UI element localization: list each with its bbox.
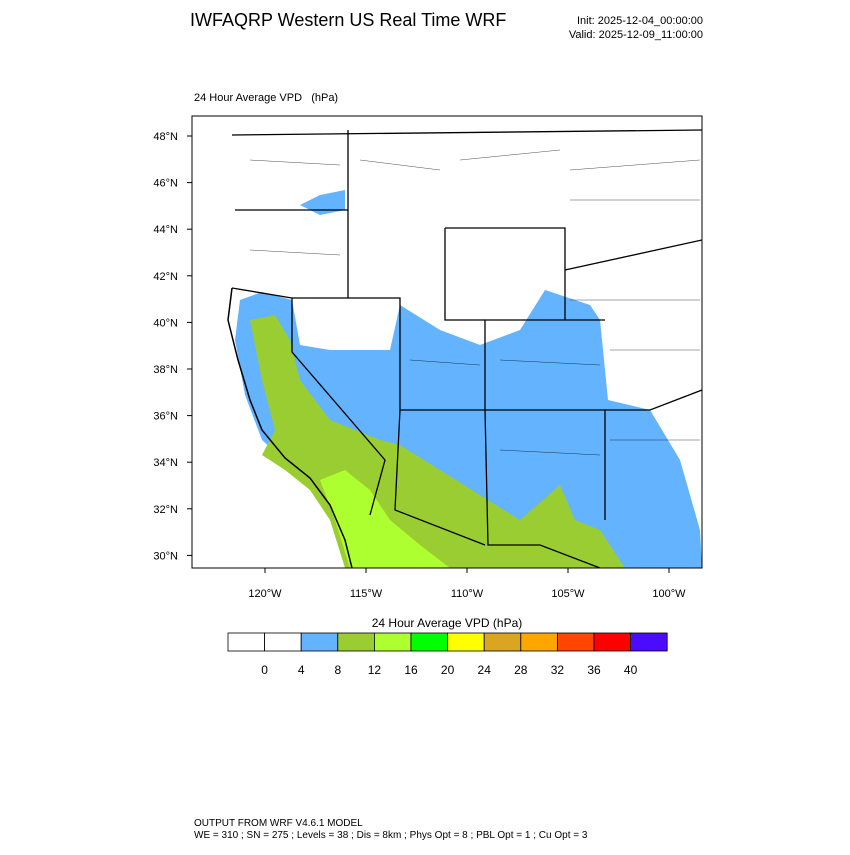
colorbar-box bbox=[630, 632, 668, 652]
colorbar-label: 12 bbox=[368, 663, 382, 677]
lat-label: 34°N bbox=[153, 457, 178, 469]
map-label: 24 Hour Average VPD (hPa) bbox=[194, 92, 338, 104]
lat-label: 40°N bbox=[153, 317, 178, 329]
colorbar-title: 24 Hour Average VPD (hPa) bbox=[372, 616, 523, 630]
colorbar-box bbox=[264, 632, 302, 652]
colorbar-label: 40 bbox=[624, 663, 638, 677]
lat-label: 48°N bbox=[153, 131, 178, 143]
lon-labels: 120°W 115°W 110°W 105°W 100°W bbox=[248, 568, 686, 600]
lat-label: 42°N bbox=[153, 271, 178, 283]
colorbar-label: 4 bbox=[298, 663, 305, 677]
lon-label: 110°W bbox=[451, 588, 484, 600]
lat-label: 36°N bbox=[153, 411, 178, 423]
lat-label: 38°N bbox=[153, 364, 178, 376]
footer-line: WE = 310 ; SN = 275 ; Levels = 38 ; Dis … bbox=[194, 830, 588, 841]
colorbar-box bbox=[447, 632, 485, 652]
colorbar-label: 8 bbox=[334, 663, 341, 677]
colorbar-box bbox=[557, 632, 595, 652]
lon-label: 100°W bbox=[652, 588, 686, 600]
state-borders bbox=[231, 129, 702, 568]
colorbar-label: 16 bbox=[404, 663, 418, 677]
colorbar-box bbox=[483, 632, 522, 652]
lat-label: 44°N bbox=[153, 224, 178, 236]
colorbar-label: 0 bbox=[261, 663, 268, 677]
lon-label: 115°W bbox=[350, 588, 383, 600]
lat-labels: 48°N 46°N 44°N 42°N 40°N 38°N 36°N 34°N 32°N 30°N bbox=[153, 131, 192, 562]
colorbar-label: 32 bbox=[551, 663, 565, 677]
init-time: Init: 2025-12-04_00:00:00 bbox=[577, 15, 703, 27]
coastline bbox=[227, 287, 353, 568]
footer-line: OUTPUT FROM WRF V4.6.1 MODEL bbox=[194, 818, 363, 829]
vpd-blue-north bbox=[300, 190, 345, 215]
lon-label: 105°W bbox=[551, 588, 585, 600]
colorbar-box bbox=[593, 632, 631, 652]
valid-time: Valid: 2025-12-09_11:00:00 bbox=[569, 29, 703, 41]
county-lines bbox=[249, 149, 701, 456]
colorbar-box bbox=[410, 632, 448, 652]
map: 48°N 46°N 44°N 42°N 40°N 38°N 36°N 34°N 32°N 30°N… bbox=[153, 115, 703, 600]
colorbar-label: 20 bbox=[441, 663, 455, 677]
lat-label: 32°N bbox=[153, 504, 178, 516]
colorbar-box bbox=[373, 632, 412, 652]
colorbar-box bbox=[227, 632, 265, 652]
colorbar: 0 4 8 12 16 20 24 28 32 36 40 bbox=[227, 632, 668, 677]
lon-label: 120°W bbox=[248, 588, 282, 600]
lat-label: 46°N bbox=[153, 178, 178, 190]
title: IWFAQRP Western US Real Time WRF bbox=[190, 10, 506, 30]
vpd-lightgreen bbox=[320, 470, 450, 568]
lat-label: 30°N bbox=[153, 550, 178, 562]
colorbar-box bbox=[520, 632, 558, 652]
colorbar-box bbox=[337, 632, 375, 652]
colorbar-label: 28 bbox=[514, 663, 528, 677]
colorbar-label: 36 bbox=[587, 663, 601, 677]
colorbar-box bbox=[300, 632, 339, 652]
colorbar-label: 24 bbox=[478, 663, 492, 677]
